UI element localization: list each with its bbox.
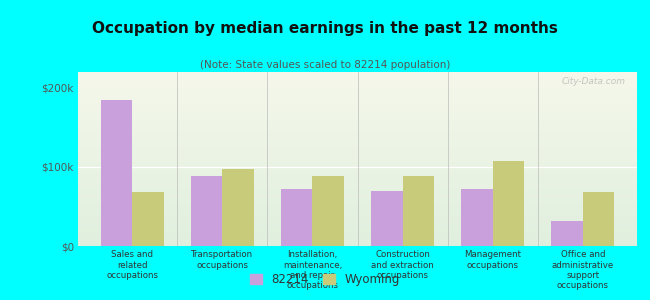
Bar [493, 160, 525, 246]
Text: City-Data.com: City-Data.com [562, 77, 626, 86]
Bar [551, 221, 583, 246]
Bar [132, 192, 164, 246]
Legend: 82214, Wyoming: 82214, Wyoming [246, 269, 404, 291]
Bar [190, 176, 222, 246]
Bar [313, 176, 344, 246]
Text: (Note: State values scaled to 82214 population): (Note: State values scaled to 82214 popu… [200, 60, 450, 70]
Text: Occupation by median earnings in the past 12 months: Occupation by median earnings in the pas… [92, 21, 558, 36]
Bar [371, 190, 402, 246]
Bar [402, 176, 434, 246]
Bar [583, 192, 614, 246]
Bar [281, 189, 313, 246]
Bar [462, 189, 493, 246]
Bar [101, 100, 132, 246]
Bar [222, 169, 254, 246]
